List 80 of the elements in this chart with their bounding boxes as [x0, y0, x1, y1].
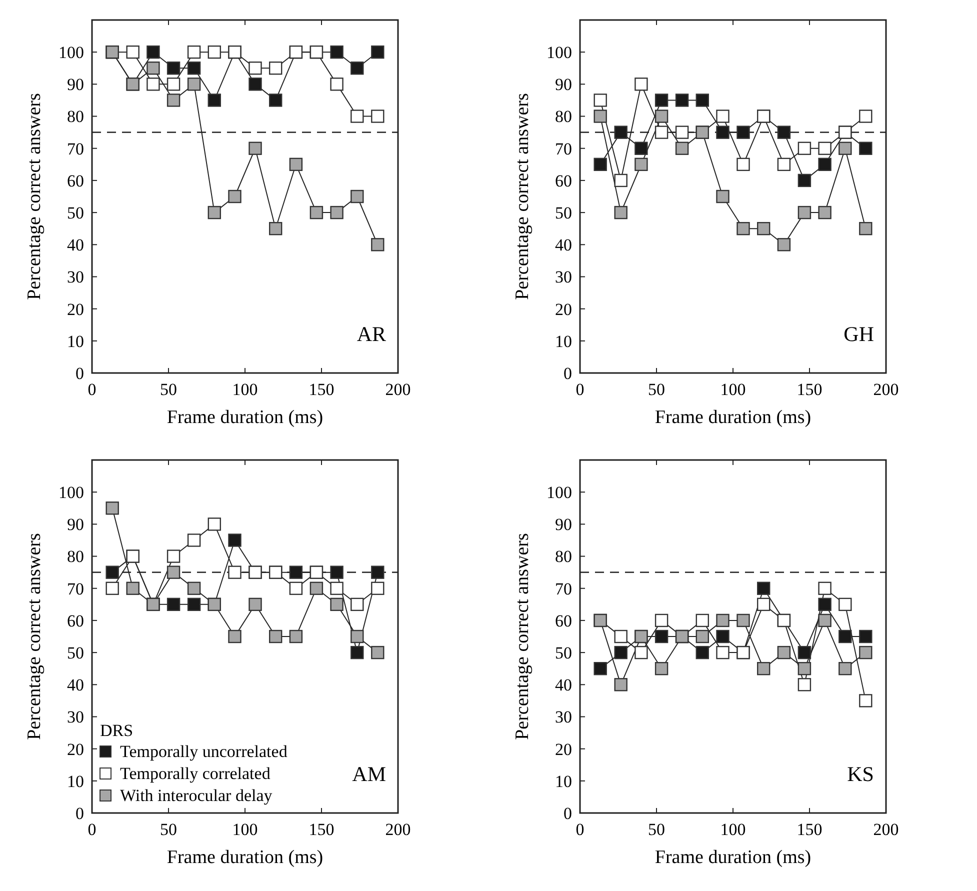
y-tick-label: 40 [555, 676, 572, 695]
y-tick-label: 70 [555, 579, 572, 598]
legend-title: DRS [100, 721, 134, 740]
y-tick-label: 100 [58, 43, 84, 62]
legend-label: Temporally uncorrelated [120, 742, 288, 761]
y-tick-label: 10 [555, 772, 572, 791]
y-tick-label: 50 [555, 203, 572, 222]
y-tick-label: 40 [67, 236, 84, 255]
x-axis-title: Frame duration (ms) [654, 847, 812, 868]
y-axis-title: Percentage correct answers [512, 93, 533, 300]
y-tick-label: 60 [555, 611, 572, 630]
y-axis-title: Percentage correct answers [24, 93, 45, 300]
x-tick-label: 50 [648, 380, 665, 399]
y-tick-label: 60 [67, 171, 84, 190]
x-tick-label: 0 [88, 380, 96, 399]
y-tick-label: 100 [546, 483, 572, 502]
x-tick-label: 200 [385, 820, 411, 839]
y-tick-label: 90 [555, 75, 572, 94]
annotation: AR [356, 322, 386, 346]
y-tick-label: 10 [555, 332, 572, 351]
y-tick-label: 70 [67, 139, 84, 158]
x-tick-label: 50 [648, 820, 665, 839]
annotation: AM [352, 762, 386, 786]
x-tick-label: 200 [385, 380, 411, 399]
y-tick-label: 90 [67, 515, 84, 534]
y-tick-label: 60 [67, 611, 84, 630]
x-tick-label: 100 [232, 820, 258, 839]
y-tick-label: 50 [555, 643, 572, 662]
x-tick-label: 150 [796, 380, 822, 399]
y-tick-label: 20 [67, 740, 84, 759]
y-axis-title: Percentage correct answers [24, 533, 45, 740]
y-tick-label: 30 [67, 708, 84, 727]
y-tick-label: 30 [67, 268, 84, 287]
y-tick-label: 100 [546, 43, 572, 62]
x-tick-label: 50 [160, 820, 177, 839]
y-tick-label: 0 [76, 364, 84, 383]
annotation: KS [847, 762, 874, 786]
y-tick-label: 60 [555, 171, 572, 190]
x-axis-title: Frame duration (ms) [166, 407, 324, 428]
y-tick-label: 80 [555, 107, 572, 126]
x-tick-label: 0 [88, 820, 96, 839]
x-tick-label: 150 [308, 820, 334, 839]
x-tick-label: 200 [873, 820, 899, 839]
y-tick-label: 40 [67, 676, 84, 695]
y-tick-label: 30 [555, 708, 572, 727]
y-tick-label: 100 [58, 483, 84, 502]
y-tick-label: 20 [555, 740, 572, 759]
y-tick-label: 80 [67, 107, 84, 126]
y-tick-label: 30 [555, 268, 572, 287]
legend-label: With interocular delay [120, 786, 273, 805]
y-tick-label: 90 [67, 75, 84, 94]
x-tick-label: 100 [232, 380, 258, 399]
y-tick-label: 50 [67, 203, 84, 222]
y-tick-label: 0 [564, 364, 572, 383]
y-tick-label: 0 [76, 804, 84, 823]
y-axis-title: Percentage correct answers [512, 533, 533, 740]
x-axis-title: Frame duration (ms) [654, 407, 812, 428]
y-tick-label: 10 [67, 332, 84, 351]
y-tick-label: 90 [555, 515, 572, 534]
y-tick-label: 70 [67, 579, 84, 598]
y-tick-label: 70 [555, 139, 572, 158]
x-tick-label: 0 [576, 380, 584, 399]
x-tick-label: 100 [720, 820, 746, 839]
y-tick-label: 20 [555, 300, 572, 319]
x-axis-title: Frame duration (ms) [166, 847, 324, 868]
y-tick-label: 0 [564, 804, 572, 823]
y-tick-label: 20 [67, 300, 84, 319]
y-tick-label: 80 [555, 547, 572, 566]
x-tick-label: 150 [796, 820, 822, 839]
x-tick-label: 0 [576, 820, 584, 839]
x-tick-label: 100 [720, 380, 746, 399]
x-tick-label: 150 [308, 380, 334, 399]
y-tick-label: 80 [67, 547, 84, 566]
y-tick-label: 50 [67, 643, 84, 662]
legend-label: Temporally correlated [120, 764, 271, 783]
x-tick-label: 200 [873, 380, 899, 399]
x-tick-label: 50 [160, 380, 177, 399]
y-tick-label: 10 [67, 772, 84, 791]
annotation: GH [844, 322, 874, 346]
y-tick-label: 40 [555, 236, 572, 255]
